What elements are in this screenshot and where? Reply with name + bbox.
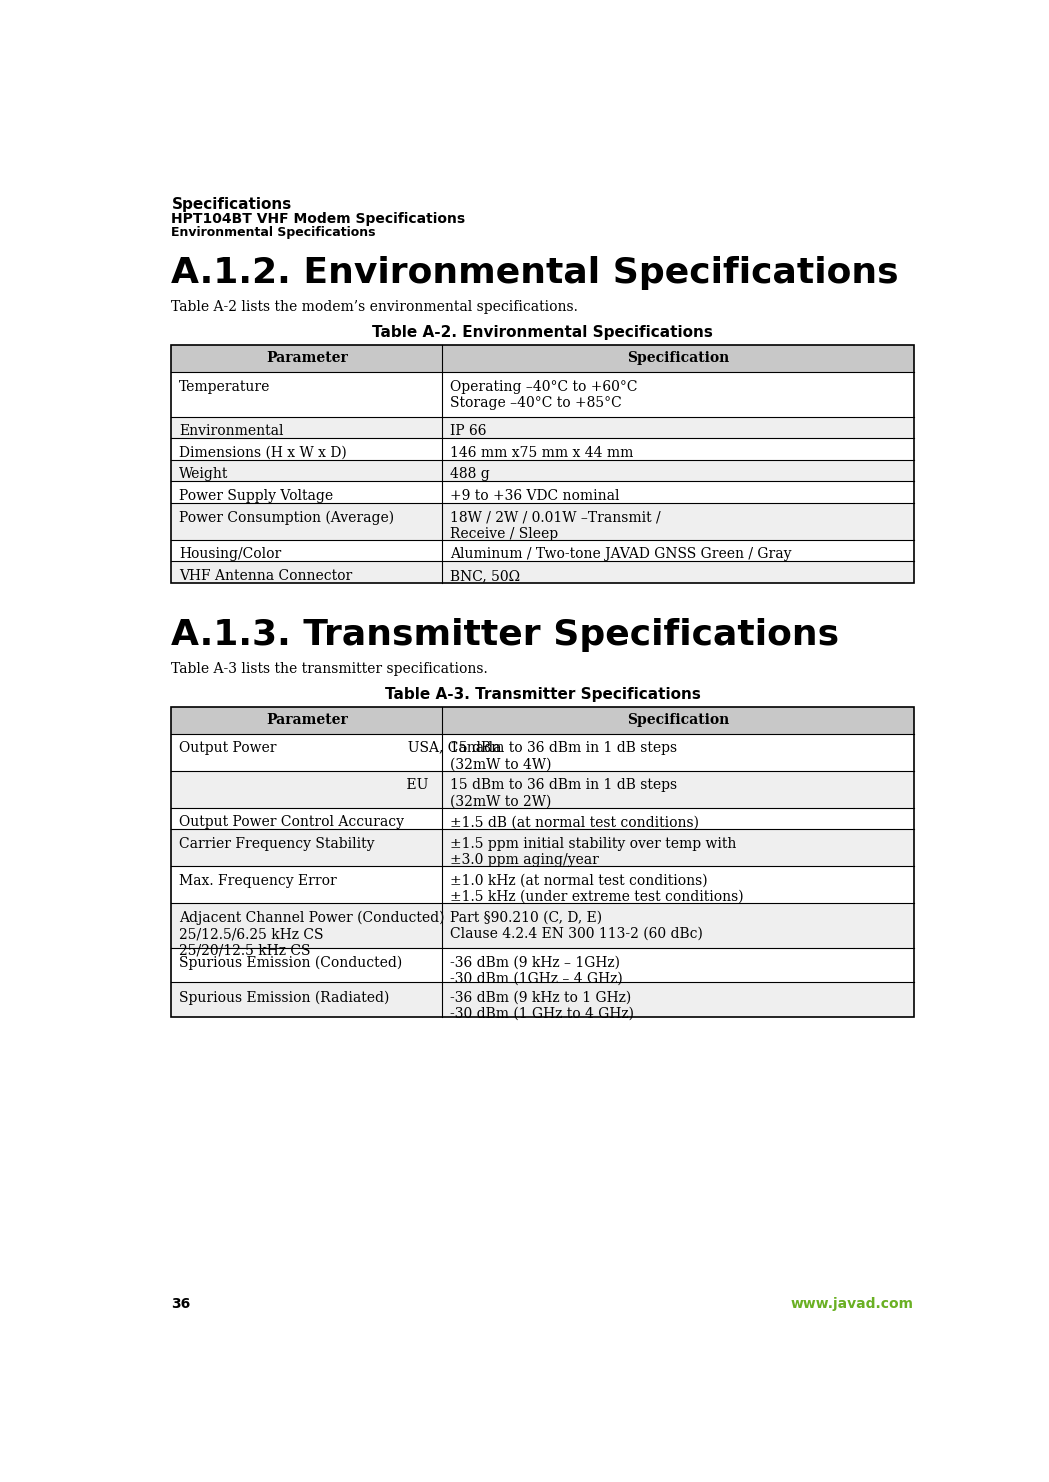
Text: Power Consumption (Average): Power Consumption (Average) <box>179 510 394 525</box>
Text: EU: EU <box>179 778 429 793</box>
Bar <box>171 771 914 808</box>
Text: Part §90.210 (C, D, E)
Clause 4.2.4 EN 300 113-2 (60 dBc): Part §90.210 (C, D, E) Clause 4.2.4 EN 3… <box>450 911 703 941</box>
Text: Spurious Emission (Radiated): Spurious Emission (Radiated) <box>179 990 389 1005</box>
Text: IP 66: IP 66 <box>450 424 487 439</box>
Text: Aluminum / Two-tone JAVAD GNSS Green / Gray: Aluminum / Two-tone JAVAD GNSS Green / G… <box>450 547 792 562</box>
Text: Parameter: Parameter <box>266 351 348 366</box>
Text: Max. Frequency Error: Max. Frequency Error <box>179 874 337 888</box>
Bar <box>171 416 914 439</box>
Text: 15 dBm to 36 dBm in 1 dB steps
(32mW to 2W): 15 dBm to 36 dBm in 1 dB steps (32mW to … <box>450 778 678 809</box>
Text: ±1.5 dB (at normal test conditions): ±1.5 dB (at normal test conditions) <box>450 815 700 830</box>
Text: Table A-2 lists the modem’s environmental specifications.: Table A-2 lists the modem’s environmenta… <box>171 301 578 314</box>
Text: Environmental: Environmental <box>179 424 283 439</box>
Bar <box>171 562 914 582</box>
Bar <box>171 903 914 948</box>
Text: Power Supply Voltage: Power Supply Voltage <box>179 489 334 502</box>
Text: Parameter: Parameter <box>266 713 348 728</box>
Bar <box>171 372 914 416</box>
Text: Operating –40°C to +60°C
Storage –40°C to +85°C: Operating –40°C to +60°C Storage –40°C t… <box>450 379 638 411</box>
Text: Temperature: Temperature <box>179 379 271 394</box>
Text: -36 dBm (9 kHz – 1GHz)
-30 dBm (1GHz – 4 GHz): -36 dBm (9 kHz – 1GHz) -30 dBm (1GHz – 4… <box>450 956 623 986</box>
Bar <box>171 983 914 1017</box>
Text: A.1.2. Environmental Specifications: A.1.2. Environmental Specifications <box>171 255 899 289</box>
Bar <box>171 459 914 482</box>
Text: Table A-3 lists the transmitter specifications.: Table A-3 lists the transmitter specific… <box>171 662 488 676</box>
Text: Output Power Control Accuracy: Output Power Control Accuracy <box>179 815 404 830</box>
Text: 18W / 2W / 0.01W –Transmit /
Receive / Sleep: 18W / 2W / 0.01W –Transmit / Receive / S… <box>450 510 661 541</box>
Bar <box>171 808 914 830</box>
Text: Output Power                              USA, Canada: Output Power USA, Canada <box>179 741 501 756</box>
Text: Spurious Emission (Conducted): Spurious Emission (Conducted) <box>179 956 403 969</box>
Text: BNC, 50Ω: BNC, 50Ω <box>450 569 520 582</box>
Text: Environmental Specifications: Environmental Specifications <box>171 227 376 240</box>
Bar <box>171 345 914 582</box>
Text: Specification: Specification <box>627 351 729 366</box>
Text: A.1.3. Transmitter Specifications: A.1.3. Transmitter Specifications <box>171 618 839 652</box>
Text: ±1.0 kHz (at normal test conditions)
±1.5 kHz (under extreme test conditions): ±1.0 kHz (at normal test conditions) ±1.… <box>450 874 744 904</box>
Text: 36: 36 <box>171 1297 191 1310</box>
Text: 15 dBm to 36 dBm in 1 dB steps
(32mW to 4W): 15 dBm to 36 dBm in 1 dB steps (32mW to … <box>450 741 678 772</box>
Text: Specifications: Specifications <box>171 197 292 212</box>
Bar <box>171 948 914 983</box>
Bar <box>171 707 914 1017</box>
Text: HPT104BT VHF Modem Specifications: HPT104BT VHF Modem Specifications <box>171 212 466 227</box>
Text: Housing/Color: Housing/Color <box>179 547 281 562</box>
Text: Carrier Frequency Stability: Carrier Frequency Stability <box>179 837 374 851</box>
Text: ±1.5 ppm initial stability over temp with
±3.0 ppm aging/year: ±1.5 ppm initial stability over temp wit… <box>450 837 736 867</box>
Text: 146 mm x75 mm x 44 mm: 146 mm x75 mm x 44 mm <box>450 446 634 459</box>
Bar <box>171 502 914 539</box>
Bar <box>171 734 914 771</box>
Text: Table A-3. Transmitter Specifications: Table A-3. Transmitter Specifications <box>385 686 701 702</box>
Text: Dimensions (H x W x D): Dimensions (H x W x D) <box>179 446 347 459</box>
Bar <box>171 830 914 865</box>
Text: www.javad.com: www.javad.com <box>791 1297 914 1310</box>
Bar <box>171 345 914 372</box>
Bar <box>171 482 914 502</box>
Text: Adjacent Channel Power (Conducted)
25/12.5/6.25 kHz CS
25/20/12.5 kHz CS: Adjacent Channel Power (Conducted) 25/12… <box>179 911 445 957</box>
Text: Specification: Specification <box>627 713 729 728</box>
Bar <box>171 707 914 734</box>
Bar <box>171 865 914 903</box>
Text: Weight: Weight <box>179 467 229 482</box>
Text: Table A-2. Environmental Specifications: Table A-2. Environmental Specifications <box>372 325 713 339</box>
Bar <box>171 439 914 459</box>
Text: -36 dBm (9 kHz to 1 GHz)
-30 dBm (1 GHz to 4 GHz): -36 dBm (9 kHz to 1 GHz) -30 dBm (1 GHz … <box>450 990 635 1021</box>
Text: +9 to +36 VDC nominal: +9 to +36 VDC nominal <box>450 489 620 502</box>
Bar <box>171 539 914 562</box>
Text: 488 g: 488 g <box>450 467 490 482</box>
Text: VHF Antenna Connector: VHF Antenna Connector <box>179 569 352 582</box>
